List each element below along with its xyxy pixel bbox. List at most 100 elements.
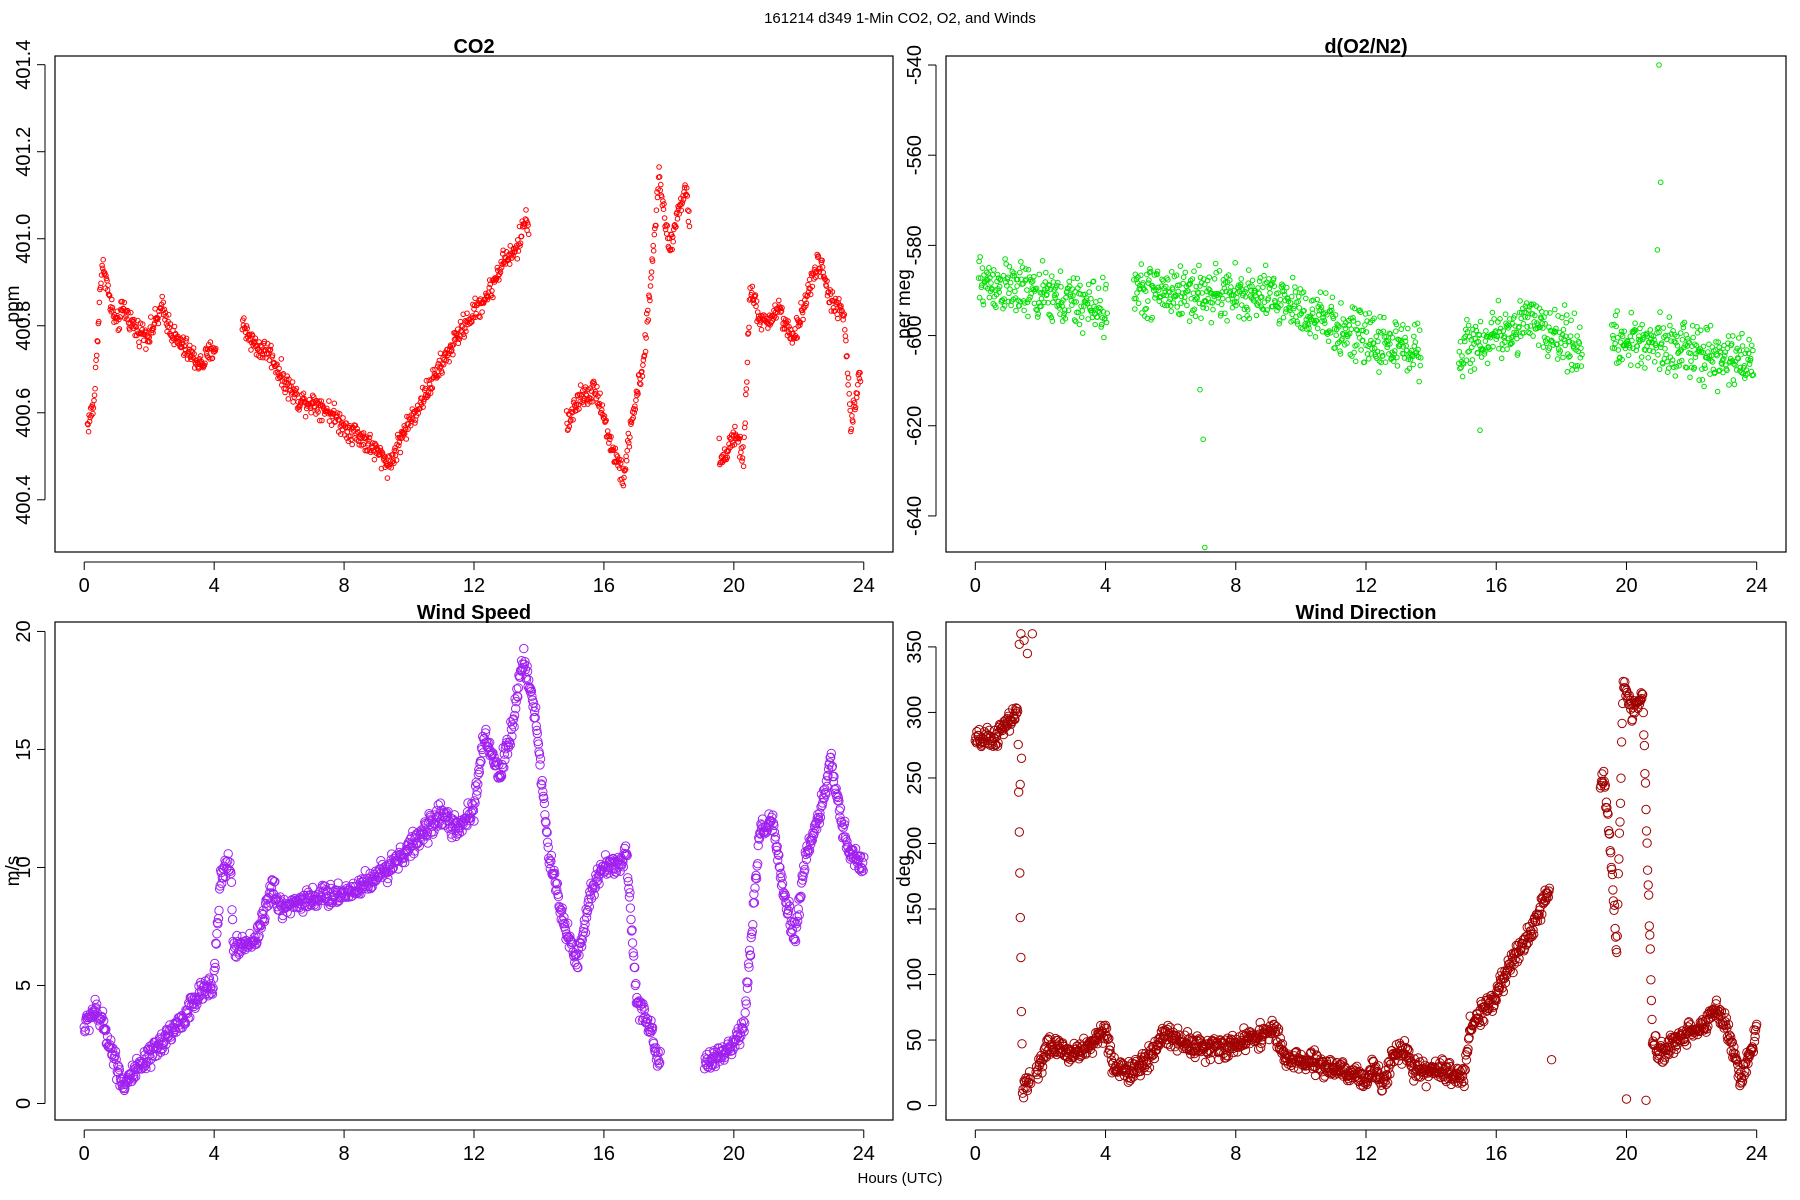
co2-point [620, 482, 627, 489]
o2-point [1507, 316, 1513, 322]
dir-point [1498, 986, 1509, 997]
co2-point [139, 321, 146, 328]
co2-point [740, 463, 747, 470]
speed-point [856, 866, 867, 877]
speed-point [778, 887, 789, 898]
o2-point [1219, 295, 1226, 302]
co2-point [109, 304, 116, 311]
o2-point [1578, 363, 1585, 369]
o2-point [1481, 351, 1488, 357]
dir-point [1253, 1044, 1264, 1054]
co2-point [308, 409, 314, 416]
o2-point [1720, 356, 1727, 362]
o2-point [1657, 309, 1663, 315]
co2-point [680, 196, 687, 203]
dir-point [1215, 1035, 1225, 1045]
speed-point [207, 984, 217, 994]
speed-point [625, 888, 635, 898]
co2-point [518, 233, 525, 240]
o2-point [1005, 274, 1011, 281]
co2-y-tick-label: 400.6 [13, 388, 35, 438]
co2-point [573, 402, 580, 408]
co2-point [343, 420, 350, 426]
o2-point [1224, 318, 1230, 324]
co2-point [819, 257, 825, 264]
o2-point [1303, 295, 1309, 302]
speed-points [79, 643, 869, 1096]
o2-point [1382, 359, 1389, 366]
dir-point [1032, 1069, 1042, 1080]
o2-point [1337, 351, 1344, 357]
co2-point [331, 407, 337, 414]
speed-point [834, 796, 844, 806]
co2-point [247, 331, 253, 338]
co2-point [90, 410, 96, 417]
speed-point [546, 850, 557, 861]
speed-point [573, 962, 583, 973]
co2-point [783, 319, 790, 326]
co2-point [403, 436, 410, 442]
speed-point [814, 815, 824, 825]
co2-point [484, 296, 491, 303]
o2-point [1140, 280, 1146, 286]
co2-point [371, 456, 378, 463]
co2-point [506, 261, 513, 267]
speed-point [532, 725, 542, 736]
o2-point [1088, 295, 1094, 302]
co2-point [379, 449, 386, 456]
o2-point [1562, 342, 1568, 349]
o2-point [1070, 275, 1077, 281]
speed-point [333, 878, 343, 888]
co2-point [735, 439, 742, 445]
o2-point [1057, 268, 1064, 275]
o2-point [994, 271, 1001, 278]
o2-point [1033, 285, 1040, 292]
o2-point [1701, 362, 1708, 369]
o2-point [1364, 318, 1370, 324]
o2-point [1340, 316, 1346, 322]
co2-point [479, 309, 485, 315]
co2-point [136, 339, 142, 346]
o2-point [1173, 293, 1179, 299]
speed-point [186, 993, 196, 1003]
co2-point [525, 222, 531, 228]
co2-point [160, 299, 167, 306]
o2-point [1098, 324, 1104, 330]
co2-point [669, 246, 675, 253]
co2-point [363, 434, 370, 441]
o2-point [1668, 331, 1675, 337]
o2-point [1007, 286, 1013, 293]
dir-point [1487, 1006, 1498, 1016]
co2-point [658, 181, 664, 188]
o2-point [1739, 330, 1745, 337]
co2-point [840, 316, 847, 323]
co2-point [241, 315, 247, 321]
co2-point [388, 465, 395, 471]
speed-point [631, 979, 641, 989]
co2-point [183, 335, 190, 342]
o2-point [1736, 335, 1742, 341]
speed-point [837, 821, 847, 831]
o2-point [1197, 386, 1203, 393]
o2-point [1493, 336, 1499, 343]
o2-point [1076, 321, 1083, 328]
speed-point [260, 913, 270, 924]
co2-point [460, 311, 467, 318]
o2-point [1337, 348, 1343, 355]
speed-point [205, 989, 215, 999]
o2-point [1662, 345, 1668, 352]
co2-point [845, 375, 852, 381]
speed-x-axis: 0 4 8 12 16 20 24 [79, 1129, 875, 1165]
speed-point [513, 683, 524, 693]
co2-point [326, 398, 332, 404]
dir-point [1240, 1045, 1251, 1056]
o2-point [1687, 350, 1694, 357]
co2-point [248, 347, 254, 353]
speed-point [799, 861, 809, 871]
o2-point [1543, 310, 1549, 316]
o2-point [1218, 301, 1225, 308]
o2-point [1007, 279, 1014, 286]
co2-point [823, 283, 830, 289]
o2-point [1225, 272, 1232, 278]
